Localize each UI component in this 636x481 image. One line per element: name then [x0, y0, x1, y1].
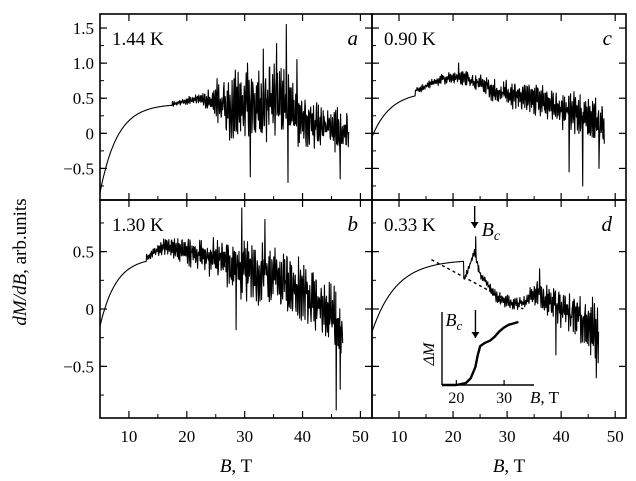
y-axis-label: dM/dB, arb.units: [10, 198, 31, 325]
panel-d: 10 20 30 40 50 0.33 K d Bc 20 30 B, T ΔM Bc: [371, 199, 627, 446]
temperature-label: 1.44 K: [112, 29, 164, 50]
y-tick-label: 0: [86, 124, 95, 143]
x-tick-label: 40: [294, 427, 311, 446]
series-line-c: [371, 62, 605, 187]
y-tick-label: 0.5: [73, 89, 94, 108]
inset-x-label: B, T: [530, 388, 560, 407]
inset-bc-label: Bc: [445, 310, 462, 333]
inset: 20 30 B, T ΔM Bc: [421, 310, 560, 407]
y-tick-label: 1.0: [73, 54, 94, 73]
y-tick-label: −0.5: [63, 159, 94, 178]
inset-series-line: [442, 320, 519, 387]
panel-letter: b: [348, 212, 359, 236]
x-tick-label: 10: [120, 427, 137, 446]
x-tick-label: 30: [236, 427, 253, 446]
bc-subscript: c: [494, 229, 501, 244]
ylabel-symbol: dM/dB: [10, 273, 31, 325]
series-line-a: [99, 23, 350, 194]
panel-letter: d: [602, 212, 613, 236]
x-tick-label: 10: [391, 427, 408, 446]
temperature-label: 1.30 K: [112, 215, 164, 236]
x-tick-label: 20: [445, 427, 462, 446]
temperature-label: 0.90 K: [384, 29, 436, 50]
svg-text:dM/dB, arb.units: dM/dB, arb.units: [10, 198, 31, 325]
x-tick-label: 50: [607, 427, 624, 446]
panel-letter: a: [348, 26, 359, 50]
panel-a: −0.5 0 0.5 1.0 1.5 1.44 K a: [63, 13, 373, 201]
background-dashed-line: [431, 259, 524, 310]
panel-b: −0.5 0 0.5 10 20 30 40 50 1.30 K b: [63, 199, 373, 446]
x-tick-label: 40: [553, 427, 570, 446]
panels: −0.5 0 0.5 1.0 1.5 1.44 K a 0.90 K c −0.5 0 0.5 10 20…: [63, 13, 627, 446]
panel-c: 0.90 K c: [371, 13, 627, 201]
series-line-b: [99, 207, 344, 411]
x-axis-label-right: B, T: [493, 456, 526, 477]
inset-x-tick-label: 20: [448, 390, 464, 407]
inset-y-label: ΔM: [421, 341, 438, 366]
x-tick-label: 50: [352, 427, 369, 446]
x-tick-label: 30: [499, 427, 516, 446]
y-tick-label: 1.5: [73, 19, 94, 38]
bc-arrow-head: [470, 222, 479, 228]
ylabel-unit: , arb.units: [10, 198, 31, 273]
bc-label: Bc: [482, 219, 501, 244]
inset-x-tick-label: 30: [496, 390, 512, 407]
temperature-label: 0.33 K: [384, 215, 436, 236]
inset-bc-arrow-head: [471, 332, 480, 338]
x-axis-label-left: B, T: [220, 456, 253, 477]
inset-x-label-symbol: B: [530, 388, 541, 407]
y-tick-label: 0.5: [73, 243, 94, 262]
x-tick-label: 20: [178, 427, 195, 446]
panel-letter: c: [603, 26, 613, 50]
y-tick-label: 0: [86, 300, 95, 319]
y-tick-label: −0.5: [63, 357, 94, 376]
inset-bc-subscript: c: [456, 318, 462, 333]
inset-x-label-unit: , T: [540, 388, 559, 407]
series-line-d: [371, 236, 600, 379]
